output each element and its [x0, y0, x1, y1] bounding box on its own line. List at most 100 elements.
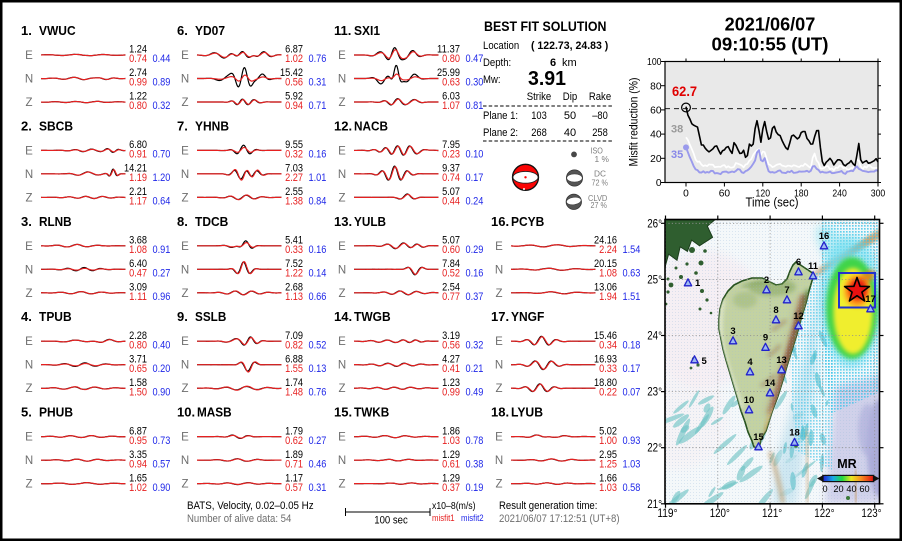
svg-text:1.38: 1.38 [285, 196, 303, 208]
svg-text:14.21: 14.21 [124, 163, 147, 175]
svg-text:6: 6 [796, 257, 801, 268]
svg-text:1.50: 1.50 [129, 386, 147, 398]
svg-text:3: 3 [730, 326, 735, 337]
svg-text:0.44: 0.44 [442, 196, 460, 208]
svg-text:E: E [495, 336, 503, 348]
svg-text:24.16: 24.16 [594, 235, 617, 247]
svg-text:Strike: Strike [527, 91, 552, 103]
svg-text:121°: 121° [762, 508, 782, 520]
svg-text:25°: 25° [647, 274, 662, 286]
svg-text:0.99: 0.99 [129, 77, 147, 89]
svg-text:0.76: 0.76 [309, 386, 327, 398]
svg-text:0.61: 0.61 [442, 458, 460, 470]
svg-text:N: N [25, 455, 33, 467]
svg-text:x10–8(m/s): x10–8(m/s) [432, 501, 476, 512]
svg-text:Z: Z [338, 383, 345, 395]
svg-text:258: 258 [592, 127, 608, 139]
svg-text:Z: Z [181, 97, 188, 109]
svg-text:3.71: 3.71 [129, 353, 147, 365]
svg-text:13.06: 13.06 [594, 282, 617, 294]
svg-text:CLVD: CLVD [588, 193, 607, 203]
svg-text:1.00: 1.00 [599, 435, 617, 447]
svg-text:11.37: 11.37 [437, 44, 460, 56]
svg-text:Z: Z [495, 383, 502, 395]
svg-text:0.07: 0.07 [623, 386, 641, 398]
svg-text:7: 7 [784, 285, 789, 296]
svg-text:1.02: 1.02 [129, 482, 147, 494]
svg-text:BEST FIT SOLUTION: BEST FIT SOLUTION [484, 19, 606, 34]
svg-text:0.16: 0.16 [466, 268, 484, 280]
svg-text:1.58: 1.58 [129, 377, 147, 389]
svg-text:20: 20 [833, 484, 843, 494]
svg-text:26°: 26° [647, 218, 662, 230]
svg-text:0: 0 [683, 188, 689, 199]
svg-text:72 %: 72 % [592, 177, 609, 187]
svg-text:7.52: 7.52 [285, 258, 303, 270]
svg-text:0.95: 0.95 [129, 435, 147, 447]
svg-text:9.55: 9.55 [285, 139, 303, 151]
svg-text:23°: 23° [647, 387, 662, 399]
svg-text:Time (sec): Time (sec) [745, 196, 798, 210]
svg-text:5.PHUB: 5. PHUB [21, 405, 73, 420]
svg-text:1.79: 1.79 [285, 425, 303, 437]
svg-text:N: N [338, 169, 346, 181]
svg-text:24°: 24° [647, 331, 662, 343]
svg-text:18.LYUB: 18. LYUB [491, 405, 543, 420]
svg-text:0.17: 0.17 [623, 363, 641, 375]
svg-text:E: E [338, 432, 346, 444]
svg-text:N: N [25, 264, 33, 276]
svg-text:Z: Z [25, 192, 32, 204]
svg-text:0.57: 0.57 [285, 482, 303, 494]
svg-text:Z: Z [338, 288, 345, 300]
svg-text:2.74: 2.74 [129, 67, 147, 79]
svg-text:1: 1 [695, 278, 701, 289]
svg-text:0.62: 0.62 [285, 435, 303, 447]
svg-text:0.18: 0.18 [623, 339, 641, 351]
svg-text:1.08: 1.08 [129, 244, 147, 256]
svg-text:0.80: 0.80 [442, 53, 460, 65]
svg-text:E: E [25, 145, 33, 157]
svg-text:4: 4 [747, 357, 753, 368]
svg-text:1.20: 1.20 [153, 172, 171, 184]
svg-text:N: N [338, 455, 346, 467]
svg-text:3.35: 3.35 [129, 449, 147, 461]
svg-text:N: N [495, 455, 503, 467]
svg-text:22°: 22° [647, 443, 662, 455]
svg-text:35: 35 [671, 149, 683, 161]
svg-text:N: N [25, 360, 33, 372]
svg-text:0.52: 0.52 [442, 268, 460, 280]
svg-text:0.96: 0.96 [153, 291, 171, 303]
svg-text:3.RLNB: 3. RLNB [21, 214, 72, 229]
svg-text:0.76: 0.76 [309, 53, 327, 65]
svg-text:12: 12 [793, 311, 804, 322]
svg-text:0.94: 0.94 [285, 100, 303, 112]
svg-text:Number of alive data: 54: Number of alive data: 54 [187, 513, 291, 525]
svg-text:1.54: 1.54 [623, 244, 641, 256]
svg-text:0.14: 0.14 [309, 268, 327, 280]
svg-text:0.33: 0.33 [599, 363, 617, 375]
svg-text:0.63: 0.63 [442, 77, 460, 89]
svg-text:16: 16 [819, 231, 830, 242]
svg-text:1.17: 1.17 [129, 196, 147, 208]
svg-text:120: 120 [756, 188, 771, 199]
svg-text:N: N [181, 264, 189, 276]
svg-text:2.95: 2.95 [599, 449, 617, 461]
svg-text:1.66: 1.66 [599, 472, 617, 484]
svg-text:Z: Z [25, 97, 32, 109]
svg-text:1.86: 1.86 [442, 425, 460, 437]
svg-text:E: E [181, 145, 189, 157]
svg-text:N: N [181, 360, 189, 372]
svg-text:0.13: 0.13 [309, 363, 327, 375]
svg-text:1.22: 1.22 [129, 91, 147, 103]
svg-text:2.55: 2.55 [285, 186, 303, 198]
svg-text:km: km [562, 57, 577, 69]
svg-text:0.17: 0.17 [466, 172, 484, 184]
svg-text:0.84: 0.84 [309, 196, 327, 208]
svg-text:MR: MR [837, 457, 856, 471]
svg-text:E: E [25, 241, 33, 253]
svg-text:Z: Z [25, 383, 32, 395]
svg-text:0.41: 0.41 [442, 363, 460, 375]
svg-text:40: 40 [650, 130, 662, 141]
svg-text:7.95: 7.95 [442, 139, 460, 151]
svg-text:10.MASB: 10. MASB [177, 405, 232, 420]
